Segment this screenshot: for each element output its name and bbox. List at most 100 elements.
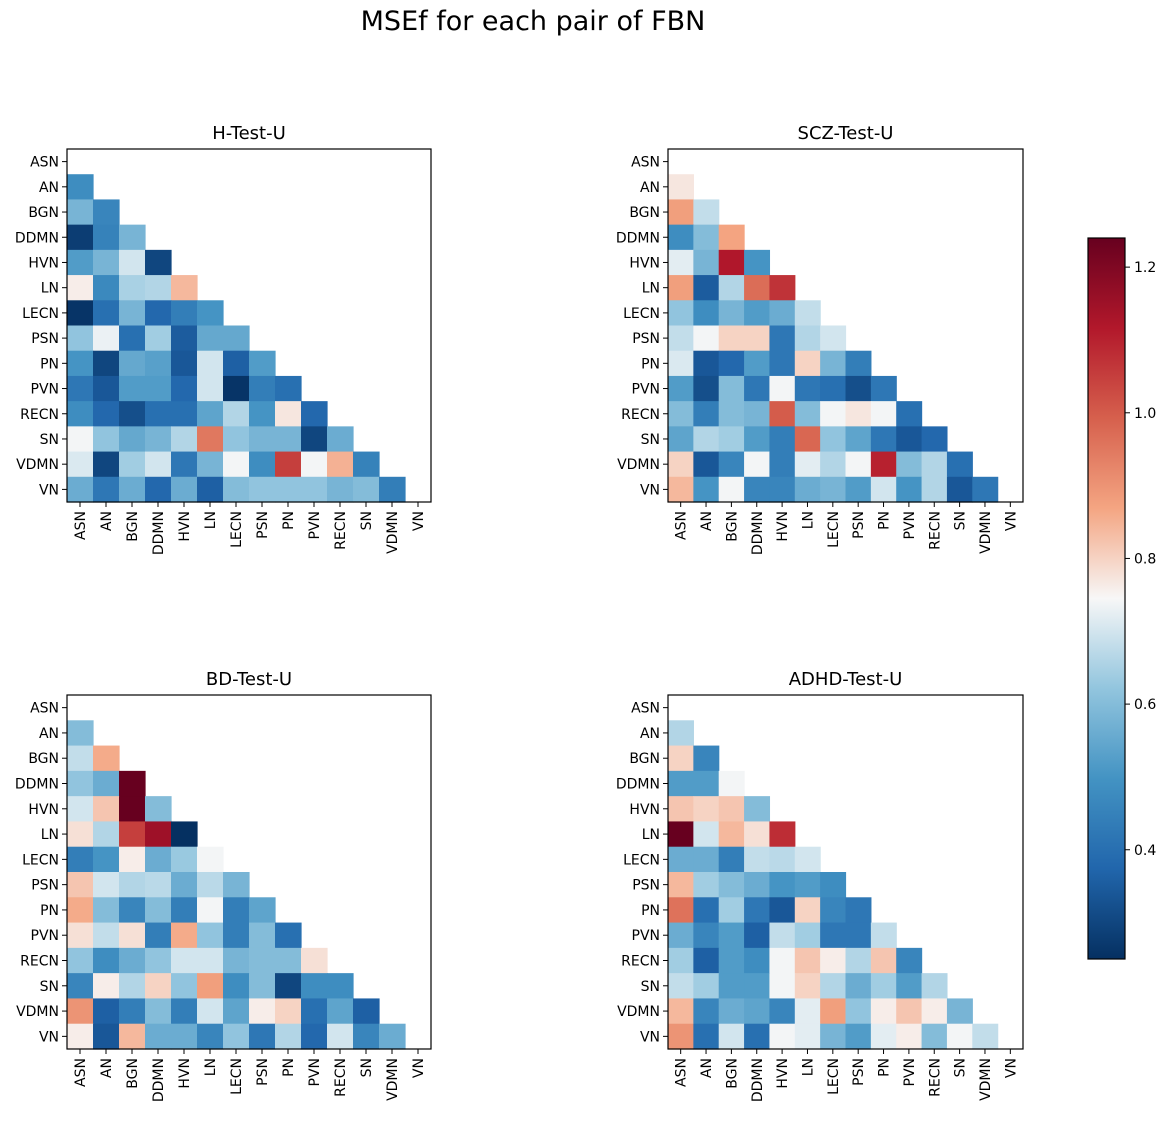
heatmap-cell xyxy=(223,325,250,352)
x-tick-label: PSN xyxy=(255,511,271,539)
heatmap-cell xyxy=(820,325,847,352)
heatmap-cell xyxy=(197,947,224,974)
heatmap-cell xyxy=(145,973,172,1000)
x-tick-label: PVN xyxy=(307,511,323,540)
heatmap-cell xyxy=(718,973,745,1000)
heatmap-cell xyxy=(145,1023,172,1050)
heatmap-cell xyxy=(223,872,250,898)
heatmap-cell xyxy=(718,451,745,478)
heatmap-cell xyxy=(718,350,745,377)
heatmap-cell xyxy=(223,476,250,503)
heatmap-cell xyxy=(353,476,380,503)
y-tick-label: ASN xyxy=(30,155,59,171)
heatmap-cell xyxy=(668,796,694,823)
x-tick-label: SN xyxy=(359,1058,375,1077)
heatmap-cell xyxy=(145,350,172,377)
heatmap-cell xyxy=(249,973,276,1000)
heatmap-cell xyxy=(301,401,328,427)
heatmap-cell xyxy=(93,922,120,949)
heatmap-cell xyxy=(119,375,146,402)
heatmap-cell xyxy=(301,426,328,453)
heatmap-cell xyxy=(718,300,745,327)
heatmap-cell xyxy=(769,872,796,898)
heatmap-cell xyxy=(67,300,94,327)
heatmap-cell xyxy=(197,998,224,1025)
y-tick-label: RECN xyxy=(20,407,59,423)
heatmap-cell xyxy=(171,872,198,898)
colorbar-tick-label: 1.0 xyxy=(1134,406,1156,422)
heatmap-cell xyxy=(820,476,847,503)
heatmap-cell xyxy=(145,476,172,503)
heatmap-cell xyxy=(693,426,720,453)
y-tick-label: BGN xyxy=(629,205,660,221)
heatmap-cell xyxy=(223,1023,250,1050)
heatmap-cell xyxy=(145,375,172,402)
heatmap-cell xyxy=(820,973,847,1000)
x-tick-label: ASN xyxy=(674,511,690,540)
heatmap-cell xyxy=(668,375,694,402)
heatmap-cell xyxy=(327,451,354,478)
heatmap-cell xyxy=(93,796,120,823)
heatmap-cell xyxy=(668,973,694,1000)
heatmap-cell xyxy=(223,973,250,1000)
heatmap-cell xyxy=(769,846,796,873)
heatmap-cell xyxy=(119,973,146,1000)
x-tick-label: PSN xyxy=(255,1058,271,1086)
heatmap-cell xyxy=(145,846,172,873)
x-tick-label: VDMN xyxy=(978,1058,994,1101)
heatmap-cell xyxy=(744,451,771,478)
y-tick-label: HVN xyxy=(28,255,59,271)
x-tick-label: BGN xyxy=(724,511,740,542)
y-tick-label: SN xyxy=(641,432,660,448)
heatmap-cell xyxy=(744,897,771,924)
heatmap-cell xyxy=(67,720,94,747)
heatmap-cell xyxy=(197,872,224,898)
heatmap-cell xyxy=(67,947,94,974)
heatmap-cell xyxy=(845,897,872,924)
heatmap-cell xyxy=(718,796,745,823)
x-tick-label: RECN xyxy=(927,511,943,550)
heatmap-cell xyxy=(67,375,94,402)
heatmap-cell xyxy=(197,973,224,1000)
heatmap-cell xyxy=(197,922,224,949)
heatmap-cell xyxy=(896,426,923,453)
heatmap-cell xyxy=(197,300,224,327)
panel-title: H-Test-U xyxy=(212,123,286,144)
colorbar-tick-label: 0.4 xyxy=(1134,843,1156,859)
heatmap-cell xyxy=(896,1023,923,1050)
axes-frame xyxy=(667,148,1024,503)
heatmap-cell xyxy=(693,770,720,797)
heatmap-cell xyxy=(668,897,694,924)
heatmap-cell xyxy=(668,350,694,377)
heatmap-cell xyxy=(693,401,720,427)
x-tick-label: PN xyxy=(877,1058,893,1077)
heatmap-cell xyxy=(668,998,694,1025)
heatmap-cell xyxy=(223,375,250,402)
heatmap-cell xyxy=(223,426,250,453)
heatmap-cell xyxy=(93,224,120,251)
x-tick-label: RECN xyxy=(333,511,349,550)
y-tick-label: AN xyxy=(640,180,660,196)
heatmap-cell xyxy=(870,426,897,453)
heatmap-cell xyxy=(769,426,796,453)
heatmap-cell xyxy=(870,922,897,949)
heatmap-cell xyxy=(275,426,302,453)
heatmap-cell xyxy=(744,796,771,823)
heatmap-cell xyxy=(896,973,923,1000)
heatmap-cell xyxy=(171,973,198,1000)
heatmap-cell xyxy=(301,998,328,1025)
heatmap-cell xyxy=(171,1023,198,1050)
colorbar-tick-label: 0.6 xyxy=(1134,697,1156,713)
heatmap-cell xyxy=(379,476,406,503)
heatmap-cell xyxy=(718,249,745,276)
heatmap-cell xyxy=(301,1023,328,1050)
heatmap-cell xyxy=(921,476,948,503)
heatmap-cell xyxy=(67,821,94,848)
y-tick-label: VDMN xyxy=(16,1004,59,1020)
x-tick-label: DDMN xyxy=(151,1058,167,1102)
heatmap-cell xyxy=(744,300,771,327)
x-tick-label: AN xyxy=(699,511,715,531)
x-tick-label: VDMN xyxy=(978,511,994,554)
heatmap-cell xyxy=(693,796,720,823)
heatmap-cell xyxy=(171,476,198,503)
